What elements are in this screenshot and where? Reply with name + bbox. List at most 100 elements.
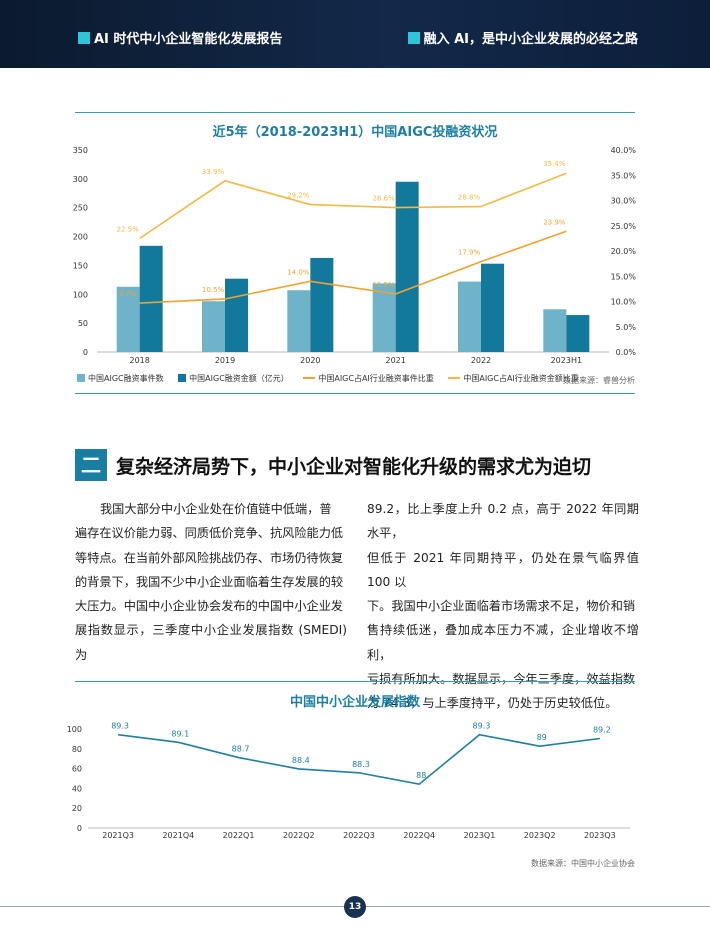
header-right: 融入 AI，是中小企业发展的必经之路 [407,28,638,47]
body-line: 89.2，比上季度上升 0.2 点，高于 2022 年同期水平， [367,502,639,541]
bar-events [372,283,396,352]
section-number: 二 [75,449,107,481]
legend-swatch [178,374,187,382]
legend-label: 中国AIGC占AI行业融资事件比重 [318,374,434,383]
body-left-column: 我国大部分中小企业处在价值链中低端，普 遍存在议价能力弱、同质低价竞争、抗风险能… [75,497,347,667]
y-tick-label-left: 350 [73,146,88,155]
chart1-source: 数据来源：睿兽分析 [563,376,635,385]
chart2-plot: 100 80 60 40 20 0 2021Q3 2021Q4 2022Q1 2022Q2 2022… [67,722,630,840]
x-tick-label: 2018 [129,356,149,365]
x-tick-label: 2022Q4 [403,831,435,840]
header-left-title: AI 时代中小企业智能化发展报告 [94,32,283,47]
data-label: 88 [416,771,426,780]
x-tick-label: 2023H1 [551,356,582,365]
y-tick-label-left: 200 [73,233,88,242]
x-tick-label: 2021Q3 [102,831,134,840]
x-tick-label: 2023Q1 [464,831,496,840]
y-tick-label: 20 [72,804,82,813]
x-tick-label: 2020 [300,356,320,365]
body-line: 我国大部分中小企业处在价值链中低端，普 [100,502,332,516]
legend-line [448,377,461,379]
bar-events [543,309,567,352]
y-tick-label-right: 20.0% [611,247,637,256]
legend-label: 中国AIGC融资事件数 [88,374,164,383]
data-label: 35.4% [543,160,566,168]
y-tick-label-left: 300 [73,175,88,184]
bar-events [287,290,311,352]
data-label: 89.3 [473,722,491,731]
y-tick-label: 60 [72,765,82,774]
body-line: 但低于 2021 年同期持平，仍处在景气临界值 100 以 [367,550,639,589]
data-label: 9.7% [119,290,137,298]
data-label: 28.8% [458,194,481,202]
y-tick-label-right: 0.0% [616,348,637,357]
data-label: 88.3 [352,760,370,769]
x-tick-label: 2023Q3 [584,831,616,840]
bar-amount [139,245,163,352]
bar-amount [566,315,590,352]
y-tick-label-left: 0 [83,348,88,357]
chart1-legend: 中国AIGC融资事件数 中国AIGC融资金额（亿元） 中国AIGC占AI行业融资… [77,373,591,384]
y-tick-label-right: 10.0% [611,298,637,307]
x-tick-label: 2022Q2 [283,831,315,840]
bar-amount [395,181,419,352]
legend-item-events: 中国AIGC融资事件数 [77,373,164,384]
data-label: 33.9% [202,168,225,176]
body-right-column: 89.2，比上季度上升 0.2 点，高于 2022 年同期水平， 但低于 202… [367,497,639,716]
bar-amount [481,263,504,352]
chart1-plot: 350 300 250 200 150 100 50 0 40.0% 35.0% 30.0% 25.0… [73,146,637,365]
page-number: 13 [344,896,366,918]
y-tick-label-right: 35.0% [611,171,637,180]
y-tick-label-right: 30.0% [611,197,637,206]
chart1-top-rule [75,112,635,113]
data-label: 11.5% [373,281,396,289]
x-tick-label: 2023Q2 [524,831,556,840]
x-tick-label: 2019 [215,356,235,365]
legend-label: 中国AIGC融资金额（亿元） [189,374,289,383]
line-amount-ratio [139,172,567,240]
line-event-ratio [139,230,567,304]
y-tick-label-left: 150 [73,261,88,270]
header-square-icon [78,32,90,44]
bar-events [458,281,481,352]
y-tick-label-right: 5.0% [616,323,637,332]
body-line: 下。我国中小企业面临着市场需求不足，物价和销 [367,599,636,614]
bar-events [116,286,140,352]
legend-item-amount-ratio: 中国AIGC占AI行业融资金额比重 [448,373,579,384]
body-line: 为 74.3，与上季度持平，仍处于历史较低位。 [367,696,618,711]
data-label: 10.5% [202,286,225,294]
header-right-title: 融入 AI，是中小企业发展的必经之路 [423,32,638,47]
data-label: 89.3 [111,722,129,731]
data-label: 89.2 [593,726,611,735]
body-line: 遍存在议价能力弱、同质低价竞争、抗风险能力低 [75,526,344,541]
y-tick-label-left: 50 [78,319,88,328]
chart2-top-rule [75,681,635,682]
data-label: 88.7 [232,745,250,754]
y-tick-label: 80 [72,745,82,754]
x-tick-label: 2021Q4 [162,831,194,840]
legend-label: 中国AIGC占AI行业融资金额比重 [463,374,579,383]
section-title: 复杂经济局势下，中小企业对智能化升级的需求尤为迫切 [116,456,592,478]
data-label: 88.4 [292,756,310,765]
legend-item-amount: 中国AIGC融资金额（亿元） [178,373,289,384]
legend-swatch [77,374,85,382]
data-label: 29.2% [287,192,310,200]
data-label: 22.5% [117,225,140,233]
legend-item-event-ratio: 中国AIGC占AI行业融资事件比重 [303,373,434,384]
x-tick-label: 2022Q1 [223,831,255,840]
y-tick-label-right: 40.0% [611,146,637,155]
data-label: 28.6% [373,195,396,203]
x-tick-label: 2022 [471,356,491,365]
data-label: 17.9% [458,249,481,257]
header-left: AI 时代中小企业智能化发展报告 [78,28,282,47]
data-label: 23.9% [543,218,566,226]
footer-rule-left [0,906,344,907]
x-tick-label: 2022Q3 [343,831,375,840]
chart1-bottom-rule [75,393,635,394]
chart2-title: 中国中小企业发展指数 [289,695,420,710]
index-line [118,733,600,786]
body-line: 等特点。在当前外部风险挑战仍存、市场仍待恢复 [75,550,344,565]
y-tick-label-left: 250 [73,204,88,213]
body-line: 售持续低迷，叠加成本压力不减，企业增收不增利， [367,623,639,662]
chart2-source: 数据来源：中国中小企业协会 [531,859,635,868]
